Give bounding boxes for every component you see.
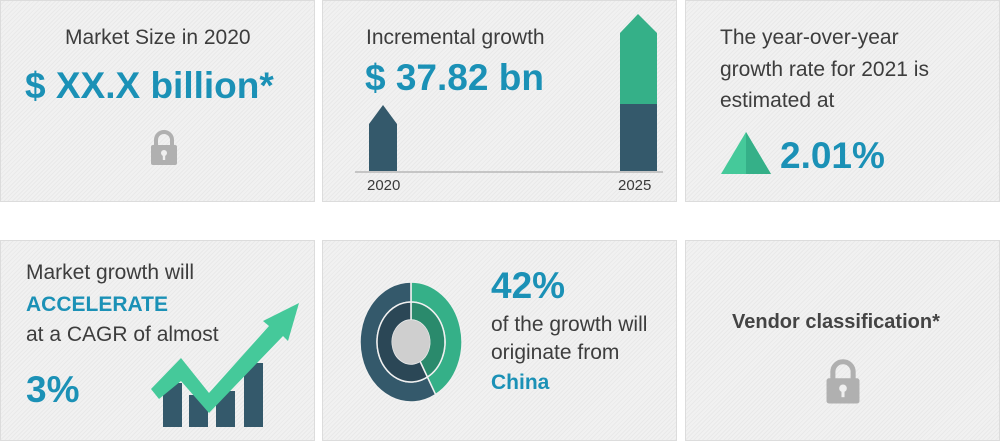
- bar-2025-increment: [620, 14, 657, 104]
- triangle-up-icon: [721, 132, 771, 174]
- region-name: China: [491, 371, 550, 394]
- growth-bars: [355, 14, 663, 173]
- vendor-title: Vendor classification*: [732, 311, 940, 333]
- region-value: 42%: [491, 265, 566, 306]
- region-line1: of the growth will: [491, 313, 648, 336]
- lock-icon: [826, 359, 860, 404]
- cagr-highlight: ACCELERATE: [26, 293, 168, 316]
- yoy-panel: The year-over-year growth rate for 2021 …: [685, 0, 1000, 202]
- bar-2025-base: [620, 104, 657, 171]
- yoy-line3: estimated at: [720, 89, 835, 112]
- market-size-value: $ XX.X billion*: [25, 65, 274, 106]
- cagr-panel: Market growth will ACCELERATE at a CAGR …: [0, 240, 315, 441]
- donut-center: [392, 320, 430, 364]
- year-end-label: 2025: [618, 177, 652, 194]
- cagr-line1: Market growth will: [26, 261, 195, 284]
- bar-2020: [369, 105, 397, 171]
- region-panel: 42% of the growth will originate from Ch…: [322, 240, 677, 441]
- vendor-panel: Vendor classification*: [685, 240, 1000, 441]
- growth-arrow-chart-icon: [151, 303, 299, 427]
- market-size-panel: Market Size in 2020 $ XX.X billion*: [0, 0, 315, 202]
- market-size-title: Market Size in 2020: [65, 26, 251, 49]
- region-line2: originate from: [491, 341, 620, 364]
- year-start-label: 2020: [367, 177, 401, 194]
- lock-icon: [151, 130, 177, 165]
- cagr-value: 3%: [26, 369, 80, 410]
- cagr-line3: at a CAGR of almost: [26, 323, 219, 346]
- region-donut: [359, 281, 463, 403]
- yoy-line2: growth rate for 2021 is: [720, 58, 929, 81]
- incremental-growth-panel: Incremental growth $ 37.82 bn 2020 2025: [322, 0, 677, 202]
- yoy-line1: The year-over-year: [720, 26, 899, 49]
- incremental-value: $ 37.82 bn: [365, 57, 544, 98]
- incremental-title: Incremental growth: [366, 26, 545, 49]
- yoy-value: 2.01%: [780, 135, 885, 176]
